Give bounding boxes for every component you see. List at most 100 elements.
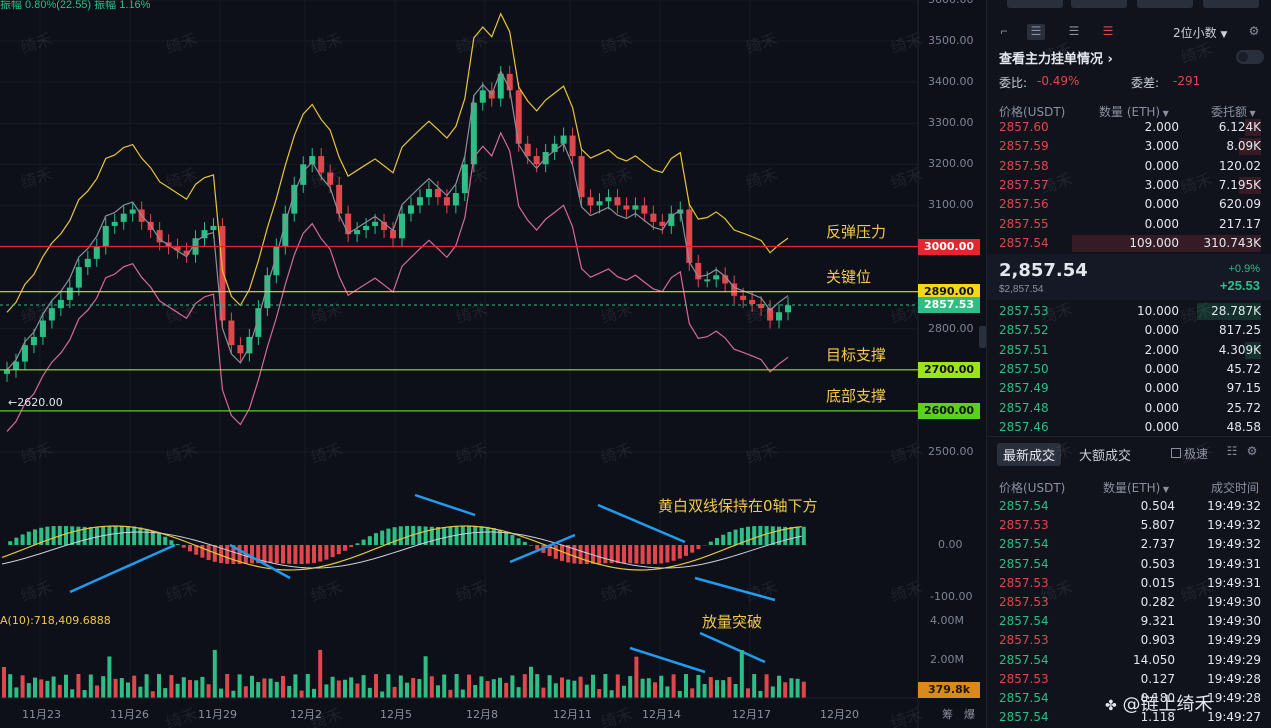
checkbox-icon: [1171, 448, 1181, 458]
bids-row[interactable]: 2857.46 0.000 48.58: [999, 418, 1261, 437]
ob-header-amount-label: 委托额: [1211, 105, 1248, 119]
date-tick: 12月8: [466, 708, 498, 721]
bids-row[interactable]: 2857.53 10.000 28.787K: [999, 302, 1261, 321]
bids-row[interactable]: 2857.49 0.000 97.15: [999, 379, 1261, 398]
bids-row[interactable]: 2857.50 0.000 45.72: [999, 360, 1261, 379]
level-tag: 3000.00: [918, 238, 980, 255]
trade-row: 2857.53 0.282 19:49:30: [999, 593, 1261, 612]
quantity: 0.000: [1144, 216, 1179, 231]
trade-price: 2857.53: [999, 595, 1049, 609]
bids-only-icon[interactable]: ☰: [1068, 24, 1080, 38]
ob-header-amount[interactable]: 委托额 ▼: [1211, 103, 1256, 120]
date-tick: 11月23: [22, 708, 61, 721]
liquidation-tab[interactable]: 爆: [964, 708, 975, 721]
trade-row: 2857.54 0.504 19:49:32: [999, 497, 1261, 516]
trade-time: 19:49:29: [1207, 652, 1261, 667]
fast-mode-checkbox[interactable]: 极速: [1171, 445, 1208, 462]
date-tick: 11月29: [198, 708, 237, 721]
trade-price: 2857.53: [999, 633, 1049, 648]
last-price-usd: $2,857.54: [999, 284, 1044, 295]
amount: 4.309K: [1218, 342, 1261, 357]
trade-time: 19:49:31: [1207, 556, 1261, 571]
asks-only-icon[interactable]: ☰: [1102, 24, 1114, 38]
amount: 620.09: [1219, 197, 1261, 212]
asks-row[interactable]: 2857.56 0.000 620.09: [999, 195, 1261, 214]
tab-large-trades[interactable]: 大额成交: [1079, 449, 1132, 464]
price: 2857.46: [999, 419, 1049, 434]
tr-header-qty[interactable]: 数量(ETH) ▼: [1103, 479, 1169, 496]
volume-ma-label: A(10):718,409.6888: [0, 614, 111, 627]
trend-arrows: [69, 493, 776, 674]
depth-icon[interactable]: ⌐: [1000, 24, 1008, 38]
trade-time: 19:49:32: [1207, 499, 1261, 513]
price: 2857.56: [999, 197, 1049, 212]
price: 2857.53: [999, 304, 1049, 318]
trade-row: 2857.54 0.503 19:49:31: [999, 555, 1261, 574]
price: 2857.52: [999, 323, 1049, 338]
ob-header-price: 价格(USDT): [999, 105, 1066, 119]
trade-time: 19:49:31: [1207, 575, 1261, 590]
settings-icon[interactable]: ⚙: [1248, 24, 1260, 38]
date-tick: 12月5: [380, 708, 412, 721]
chevron-right-icon: ›: [1107, 52, 1113, 67]
bids-row[interactable]: 2857.48 0.000 25.72: [999, 399, 1261, 418]
trades-list-icon[interactable]: ☷: [1226, 444, 1238, 458]
amount: 8.09K: [1226, 139, 1261, 154]
price-axis[interactable]: 3600.00 3500.00 3400.00 3300.00 3200.00 3100.…: [918, 0, 980, 728]
trade-qty: 0.503: [1140, 556, 1175, 571]
kline-chart[interactable]: [0, 0, 985, 728]
date-tick: 12月20: [820, 708, 859, 721]
quantity: 0.000: [1144, 400, 1179, 415]
asks-row[interactable]: 2857.60 2.000 6.124K: [999, 118, 1261, 137]
ratio-label: 委比:: [999, 76, 1028, 90]
precision-select[interactable]: 2位小数 ▼: [1173, 24, 1227, 41]
price: 2857.59: [999, 139, 1049, 154]
vol-tick-4m: 4.00M: [930, 614, 964, 627]
main-orders-toggle[interactable]: [1236, 50, 1264, 64]
date-tick: 12月11: [553, 708, 592, 721]
toolbar-button-3[interactable]: [1137, 0, 1193, 8]
macd-histogram: [8, 525, 806, 565]
bids-row[interactable]: 2857.51 2.000 4.309K: [999, 341, 1261, 360]
tab-latest-trades[interactable]: 最新成交: [997, 443, 1062, 466]
depth-bar: [1071, 234, 1261, 252]
price-tick: 3400.00: [928, 75, 974, 89]
amount: 7.195K: [1218, 177, 1261, 192]
price: 2857.60: [999, 120, 1049, 134]
chart-pane[interactable]: 振幅 0.80%(22.55) 振幅 1.16% 3600.003500.003…: [0, 0, 986, 728]
quantity: 10.000: [1137, 304, 1179, 318]
chip-distribution-tab[interactable]: 筹: [942, 708, 953, 721]
main-orders-link[interactable]: 查看主力挂单情况 ›: [999, 48, 1113, 67]
footer-watermark-text: @链上绮禾: [1122, 694, 1213, 715]
toolbar-button-4[interactable]: [1203, 0, 1259, 8]
asks-row[interactable]: 2857.57 3.000 7.195K: [999, 176, 1261, 195]
trade-time: 19:49:30: [1207, 614, 1261, 629]
price: 2857.58: [999, 158, 1049, 173]
macd-annotation: 黄白双线保持在0轴下方: [658, 497, 818, 515]
trades-divider: [987, 436, 1271, 437]
trades-settings-icon[interactable]: ⚙: [1246, 444, 1258, 458]
panel-collapse-handle[interactable]: [979, 326, 986, 348]
tr-header-price: 价格(USDT): [999, 481, 1066, 495]
price: 2857.49: [999, 381, 1049, 396]
trade-price: 2857.54: [999, 652, 1049, 667]
both-sides-icon[interactable]: ☰: [1027, 24, 1045, 40]
bids-row[interactable]: 2857.52 0.000 817.25: [999, 321, 1261, 340]
trade-price: 2857.54: [999, 614, 1049, 629]
date-tick: 12月14: [642, 708, 681, 721]
toolbar-button-1[interactable]: [1007, 0, 1063, 8]
asks-row[interactable]: 2857.58 0.000 120.02: [999, 157, 1261, 176]
depth-bar: [1245, 119, 1261, 136]
trade-qty: 9.321: [1140, 614, 1175, 629]
asks-row[interactable]: 2857.54 109.000 310.743K: [999, 234, 1261, 253]
asks-row[interactable]: 2857.55 0.000 217.17: [999, 215, 1261, 234]
asks-row[interactable]: 2857.59 3.000 8.09K: [999, 137, 1261, 156]
trade-row: 2857.54 2.737 19:49:32: [999, 535, 1261, 554]
fast-mode-label: 极速: [1184, 447, 1209, 461]
quantity: 0.000: [1144, 197, 1179, 212]
toolbar-button-2[interactable]: [1071, 0, 1127, 8]
amount: 217.17: [1219, 216, 1261, 231]
ob-header-qty[interactable]: 数量 (ETH) ▼: [1099, 103, 1169, 120]
last-price-block: 2,857.54 $2,857.54 +0.9% +25.53: [987, 254, 1271, 300]
date-tick: 11月26: [110, 708, 149, 721]
